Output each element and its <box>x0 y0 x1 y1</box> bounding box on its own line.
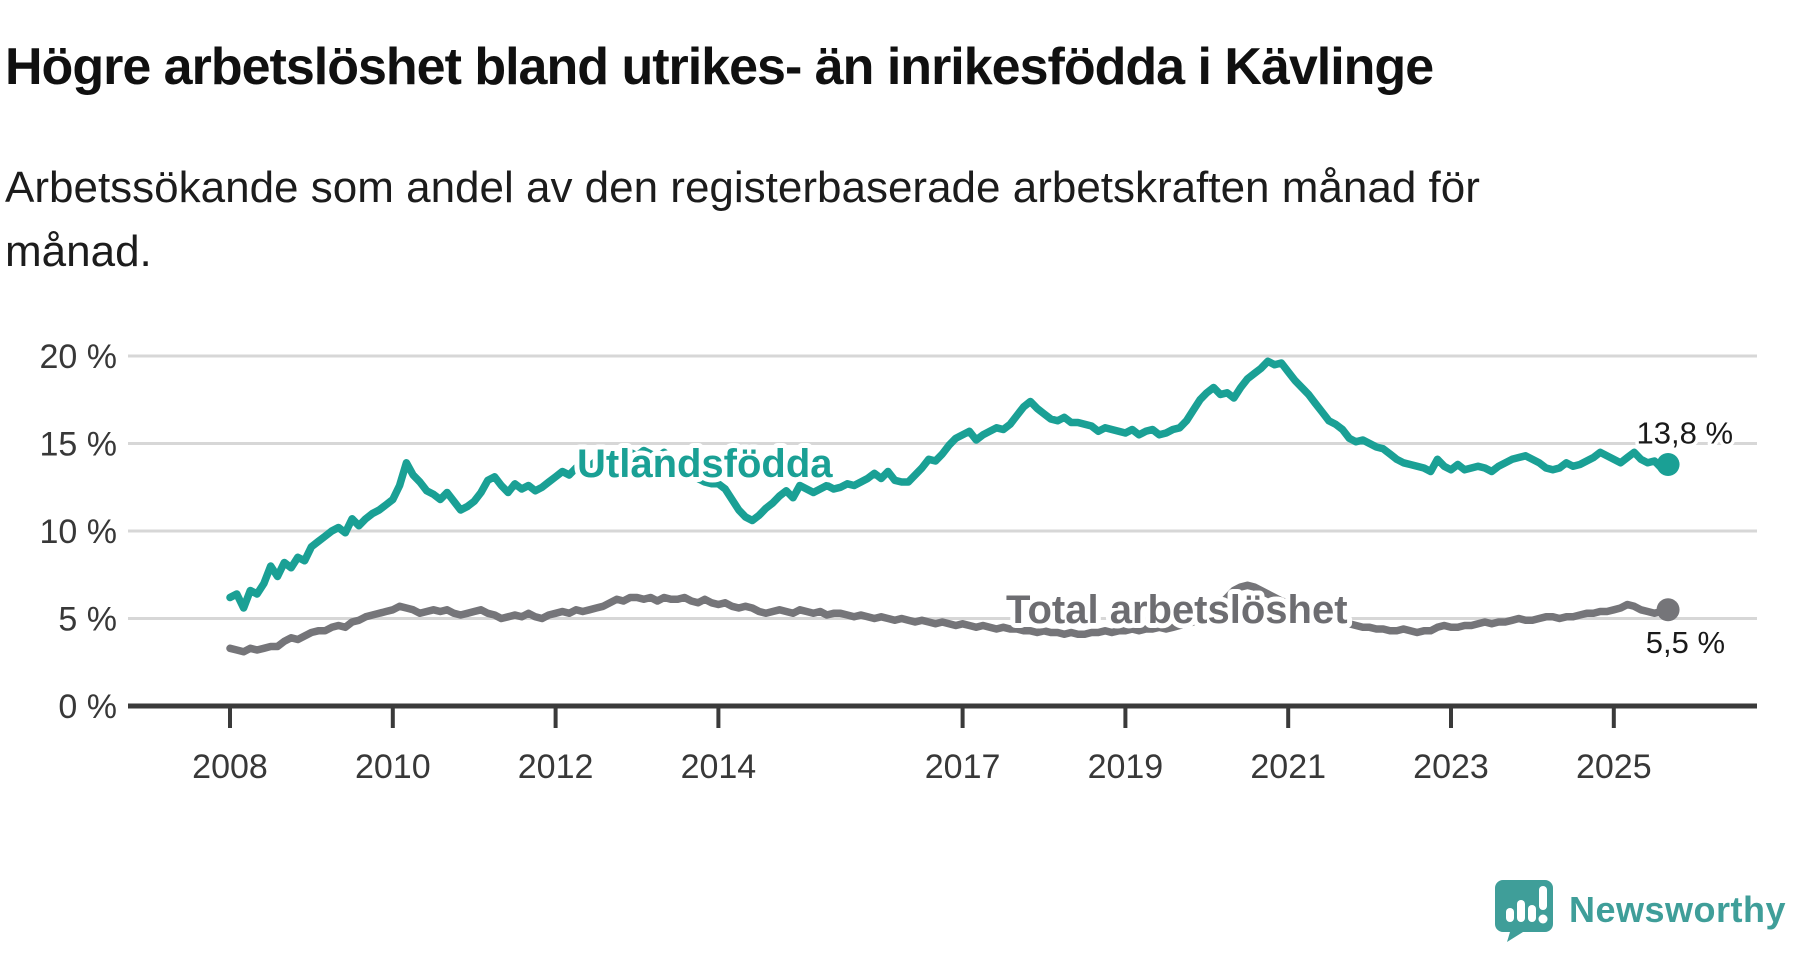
y-tick-label-10: 10 % <box>40 513 118 551</box>
newsworthy-logo-text: Newsworthy <box>1568 889 1786 930</box>
page-subtitle: Arbetssökande som andel av den registerb… <box>5 163 1480 276</box>
x-tick-label-2012: 2012 <box>518 748 594 786</box>
line-total-arbetsloshet <box>226 581 1672 656</box>
series-label-total-arbetsloshet: Total arbetslöshet <box>1006 588 1348 632</box>
end-value-label-utlandsfodda: 13,8 % <box>1637 416 1734 451</box>
end-dot-utlandsfodda <box>1656 453 1680 476</box>
y-tick-label-0: 0 % <box>58 688 117 726</box>
line-utlandsfodda <box>226 357 1672 612</box>
newsworthy-logo-icon <box>1494 880 1553 942</box>
page-title: Högre arbetslöshet bland utrikes- än inr… <box>5 37 1434 96</box>
y-tick-label-5: 5 % <box>58 601 117 639</box>
x-tick-label-2023: 2023 <box>1413 748 1489 786</box>
y-tick-label-20: 20 % <box>40 338 118 376</box>
x-tick-label-2008: 2008 <box>192 748 268 786</box>
x-tick-label-2019: 2019 <box>1088 748 1164 786</box>
x-tick-label-2014: 2014 <box>681 748 757 786</box>
series-label-utlandsfodda: Utlandsfödda <box>577 442 833 486</box>
x-tick-label-2017: 2017 <box>925 748 1001 786</box>
end-value-label-total-arbetsloshet: 5,5 % <box>1646 625 1725 660</box>
x-tick-label-2010: 2010 <box>355 748 431 786</box>
x-tick-label-2021: 2021 <box>1250 748 1326 786</box>
x-tick-label-2025: 2025 <box>1576 748 1652 786</box>
end-dot-total-arbetsloshet <box>1656 598 1680 622</box>
newsworthy-branding: Newsworthy <box>1493 878 1786 942</box>
y-tick-label-15: 15 % <box>40 426 118 464</box>
